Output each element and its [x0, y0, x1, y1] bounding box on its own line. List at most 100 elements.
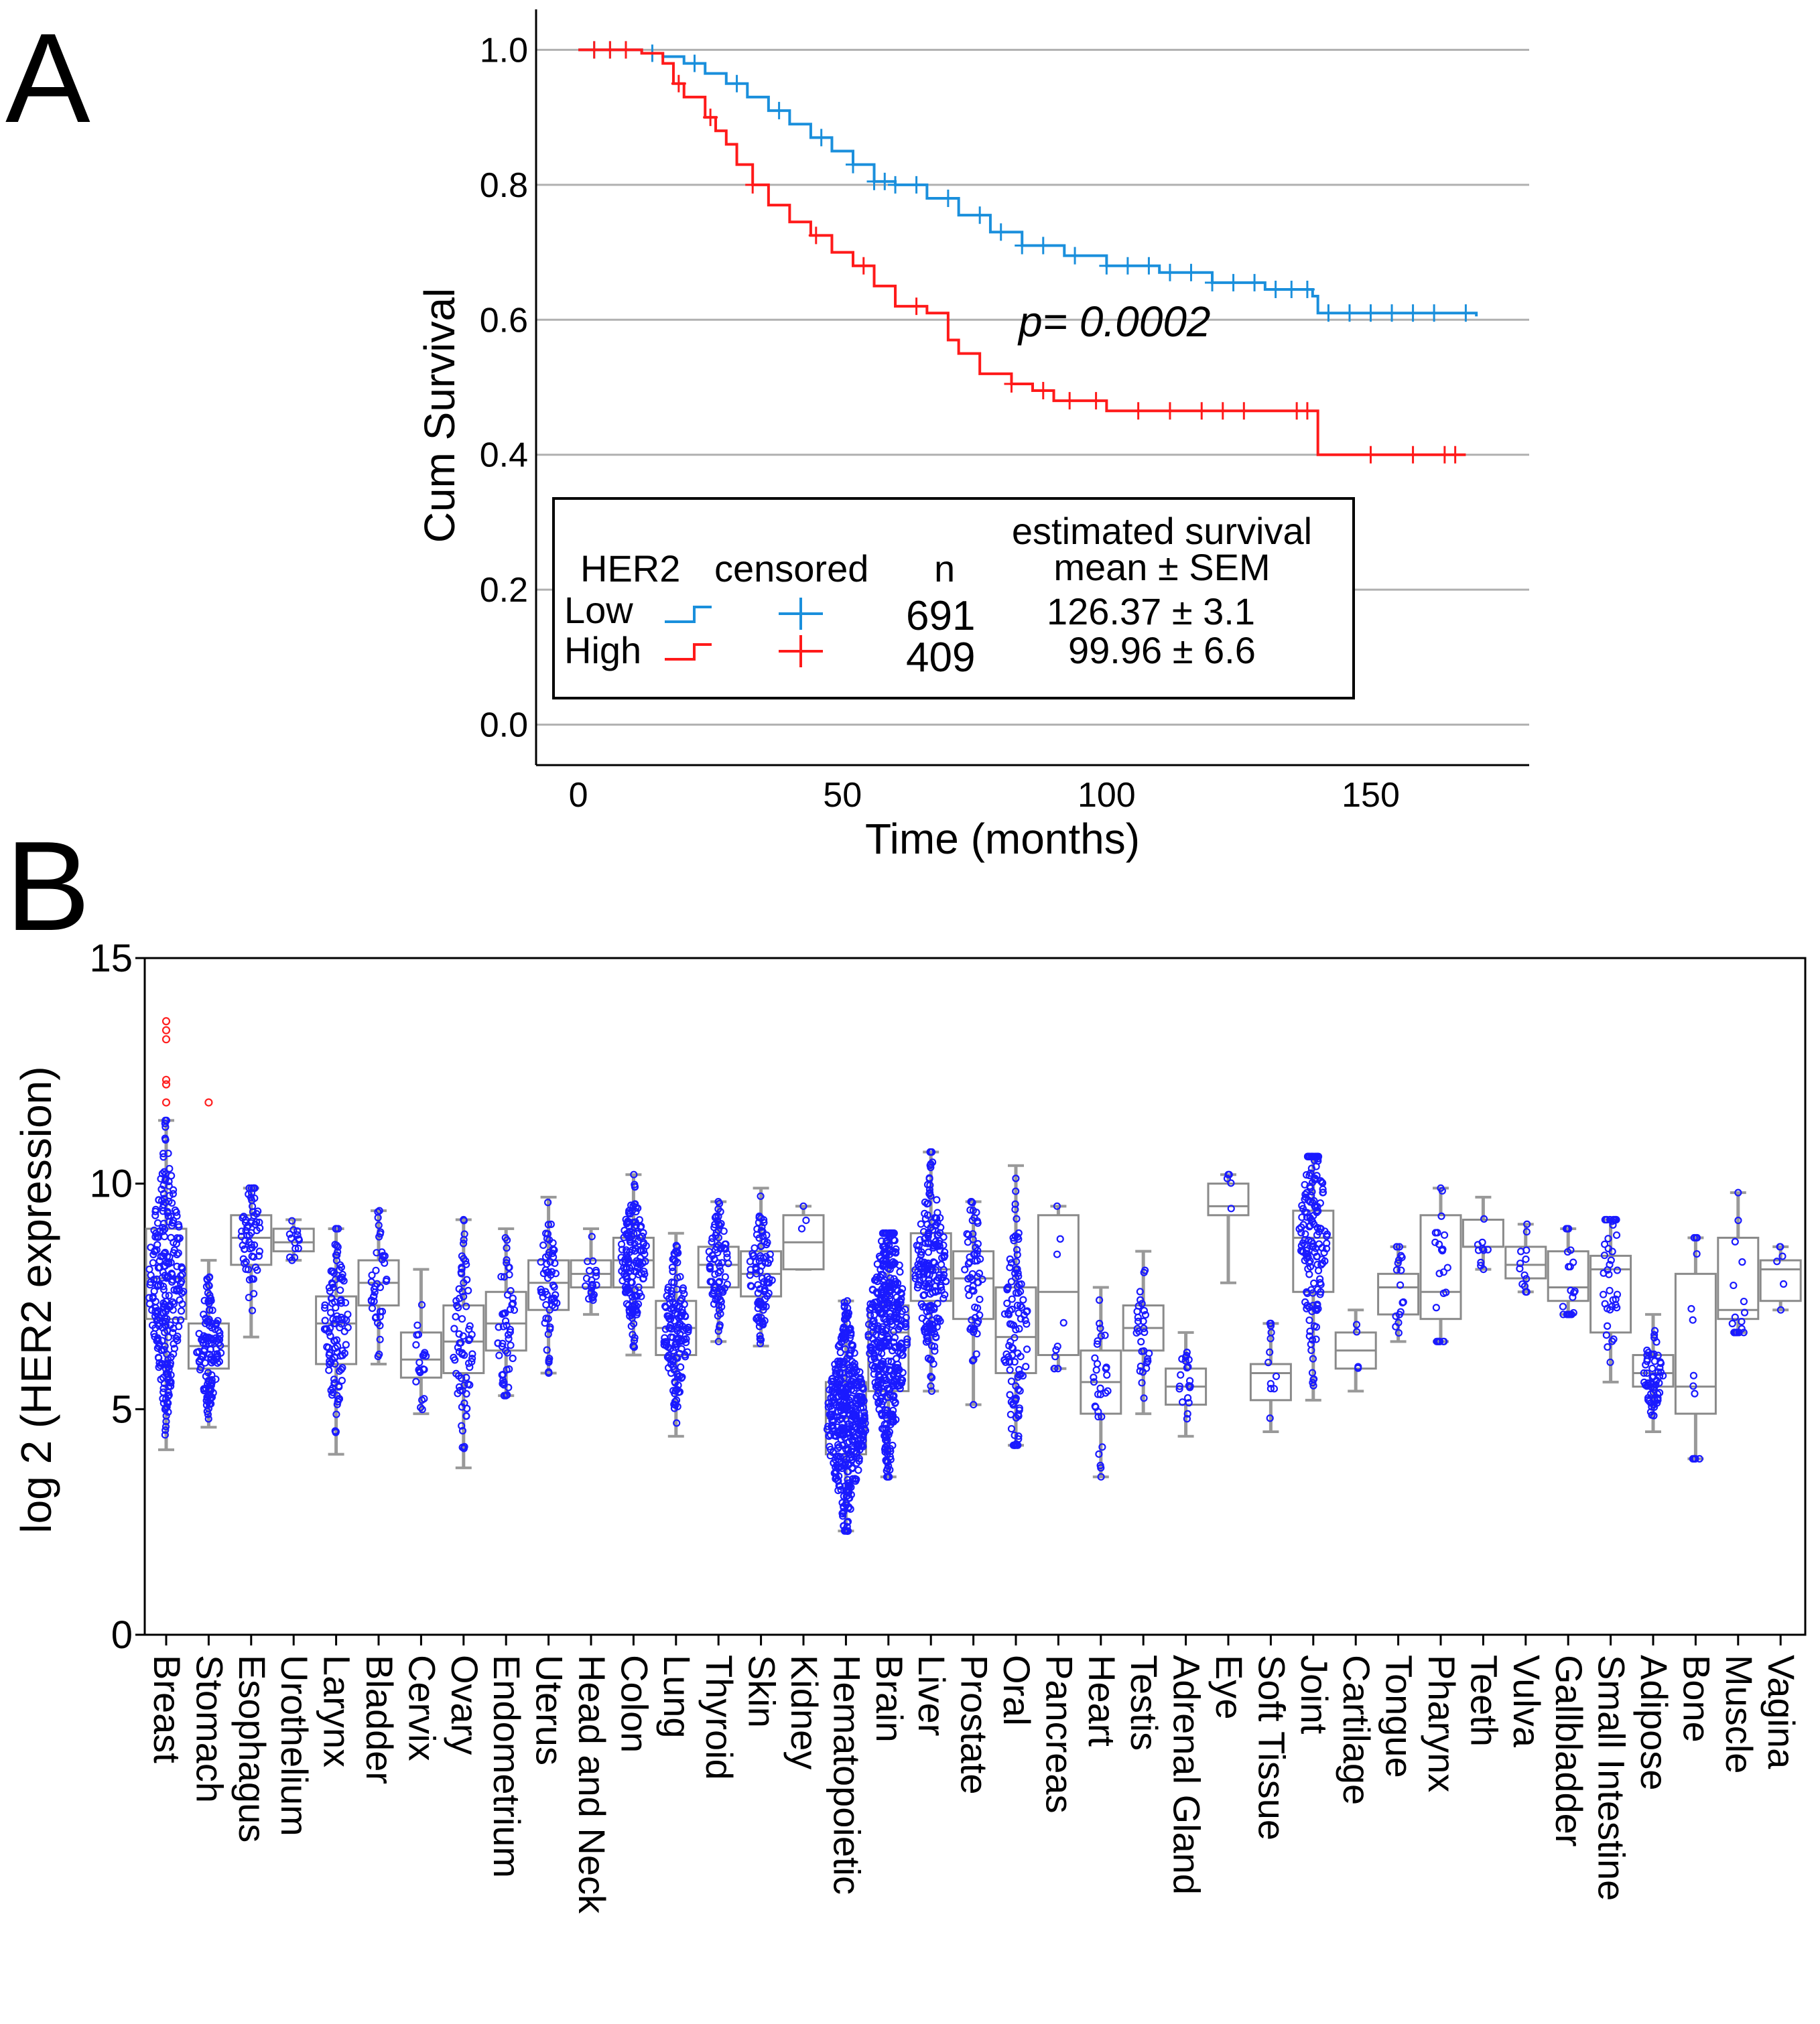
- data-point: [879, 1397, 887, 1406]
- data-point: [495, 1351, 503, 1359]
- data-point: [376, 1335, 384, 1343]
- data-point: [1004, 1310, 1013, 1319]
- data-point: [585, 1267, 594, 1275]
- data-point: [927, 1373, 936, 1381]
- data-point: [937, 1274, 946, 1282]
- data-point: [204, 1281, 213, 1290]
- data-point: [171, 1206, 180, 1214]
- data-point: [335, 1395, 344, 1403]
- data-point: [678, 1373, 686, 1381]
- data-point: [1266, 1384, 1275, 1393]
- data-point: [923, 1270, 931, 1278]
- data-point: [848, 1475, 857, 1483]
- data-point: [503, 1256, 511, 1264]
- data-point: [746, 1271, 754, 1279]
- data-point: [1008, 1295, 1016, 1303]
- data-point: [1140, 1325, 1148, 1333]
- data-point: [723, 1280, 731, 1288]
- data-point: [287, 1234, 296, 1242]
- data-point: [630, 1170, 638, 1178]
- data-point: [170, 1246, 178, 1254]
- data-point: [1522, 1275, 1531, 1283]
- data-point: [337, 1296, 345, 1304]
- data-point: [1392, 1312, 1400, 1321]
- survival-curve-high: [578, 48, 1466, 456]
- category-label: Stomach: [188, 1655, 231, 1803]
- box-heart: [1080, 1286, 1122, 1479]
- data-point: [499, 1339, 507, 1348]
- data-point: [848, 1341, 857, 1349]
- data-point: [1480, 1215, 1488, 1223]
- data-point: [582, 1282, 590, 1290]
- data-point: [213, 1359, 222, 1367]
- data-point: [1301, 1195, 1309, 1203]
- points-heart: [1090, 1296, 1112, 1481]
- data-point: [881, 1373, 889, 1381]
- data-point: [887, 1317, 895, 1325]
- data-point: [1650, 1386, 1659, 1394]
- legend-censor-low: [779, 598, 823, 630]
- data-point: [1266, 1379, 1275, 1388]
- data-point: [855, 1457, 863, 1465]
- data-point: [544, 1199, 552, 1207]
- data-point: [898, 1317, 906, 1325]
- data-point: [840, 1363, 848, 1371]
- data-point: [838, 1499, 846, 1507]
- data-point: [506, 1305, 515, 1313]
- data-point: [1007, 1278, 1015, 1286]
- data-point: [1096, 1390, 1104, 1399]
- data-point: [714, 1278, 723, 1287]
- data-point: [852, 1411, 860, 1419]
- data-point: [883, 1450, 891, 1458]
- data-point: [883, 1436, 891, 1444]
- category-label: Testis: [1123, 1655, 1165, 1751]
- data-point: [669, 1298, 677, 1306]
- data-point: [499, 1379, 507, 1388]
- data-point: [927, 1223, 935, 1231]
- data-point: [872, 1288, 881, 1296]
- box-vagina: [1759, 1245, 1802, 1312]
- data-point: [1604, 1235, 1612, 1243]
- data-point: [966, 1325, 974, 1333]
- data-point: [1053, 1250, 1061, 1258]
- data-point: [752, 1263, 760, 1272]
- data-point: [1053, 1202, 1061, 1210]
- data-point: [1691, 1390, 1699, 1398]
- data-point: [342, 1316, 350, 1325]
- data-point: [852, 1408, 860, 1416]
- data-point: [375, 1350, 383, 1359]
- data-point: [758, 1300, 766, 1308]
- data-point: [161, 1136, 170, 1144]
- data-point: [621, 1227, 629, 1235]
- data-point: [180, 1288, 188, 1296]
- data-point: [717, 1298, 725, 1306]
- data-point: [927, 1148, 935, 1156]
- data-point: [1312, 1162, 1320, 1170]
- data-point: [1319, 1260, 1327, 1268]
- data-point: [1314, 1207, 1322, 1215]
- data-point: [1516, 1265, 1524, 1273]
- data-point: [714, 1205, 722, 1213]
- points-cervix: [412, 1300, 430, 1414]
- data-point: [178, 1300, 186, 1308]
- data-point: [858, 1395, 867, 1403]
- category-label: Vulva: [1506, 1655, 1548, 1748]
- data-point: [893, 1300, 901, 1308]
- data-point: [677, 1312, 686, 1320]
- data-point: [1011, 1431, 1019, 1439]
- data-point: [625, 1301, 633, 1309]
- data-point: [543, 1346, 551, 1354]
- data-point: [1353, 1328, 1361, 1336]
- data-point: [858, 1431, 866, 1439]
- category-label: Cartilage: [1336, 1655, 1378, 1805]
- data-point: [551, 1291, 560, 1299]
- points-stomach: [193, 1098, 225, 1423]
- data-point: [468, 1350, 476, 1358]
- data-point: [1097, 1473, 1105, 1481]
- data-point: [1610, 1335, 1618, 1343]
- data-point: [503, 1291, 512, 1299]
- data-point: [924, 1231, 932, 1239]
- data-point: [1014, 1410, 1023, 1418]
- data-point: [1320, 1249, 1328, 1257]
- data-point: [417, 1404, 425, 1412]
